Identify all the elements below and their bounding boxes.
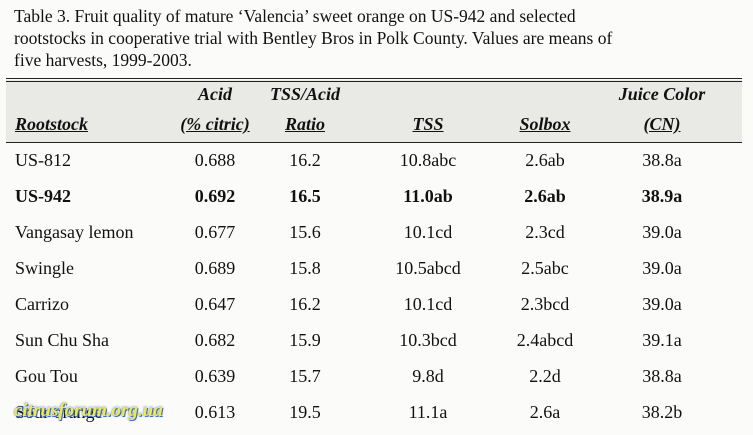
- table-cell: 16.2: [289, 150, 321, 170]
- column-header: Rootstock: [15, 114, 89, 134]
- table-cell: 2.6ab: [524, 186, 566, 206]
- table-cell: 0.639: [194, 366, 236, 386]
- table-cell: 38.8a: [642, 150, 682, 170]
- table-cell: 0.692: [194, 186, 236, 206]
- table-cell: 0.688: [194, 150, 236, 170]
- caption-line: rootstocks in cooperative trial with Ben…: [14, 28, 613, 48]
- table-cell: 2.6ab: [525, 150, 565, 170]
- table-cell: Sun Chu Sha: [15, 330, 110, 350]
- table-cell: Sour orange: [15, 402, 103, 422]
- table-cell: 10.5abcd: [395, 258, 461, 278]
- table-cell: 0.682: [194, 330, 236, 350]
- caption-line: five harvests, 1999-2003.: [14, 50, 192, 70]
- table-cell: 10.1cd: [403, 294, 453, 314]
- table-cell: 0.677: [194, 222, 236, 242]
- table-cell: 15.7: [289, 366, 321, 386]
- header-rule: [6, 142, 742, 143]
- table-cell: 38.8a: [642, 366, 682, 386]
- table-cell: 2.6a: [529, 402, 561, 422]
- top-rule: [6, 78, 742, 79]
- table-cell: 16.5: [289, 186, 321, 206]
- column-header: Ratio: [284, 114, 325, 134]
- table-cell: Swingle: [15, 258, 75, 278]
- table-cell: Carrizo: [15, 294, 69, 314]
- table-cell: 11.0ab: [403, 186, 453, 206]
- column-header: Solbox: [519, 114, 571, 134]
- table-cell: Gou Tou: [15, 366, 78, 386]
- table-cell: 10.1cd: [403, 222, 453, 242]
- header-band: [6, 80, 742, 142]
- table-cell: 2.4abcd: [516, 330, 574, 350]
- table-cell: 0.613: [194, 402, 236, 422]
- column-header: (CN): [643, 114, 681, 134]
- column-header: Juice Color: [618, 84, 706, 104]
- top-rule: [6, 81, 742, 82]
- table-cell: 15.9: [289, 330, 321, 350]
- table-cell: 39.0a: [642, 258, 682, 278]
- table-cell: 0.689: [194, 258, 236, 278]
- table-cell: 11.1a: [408, 402, 448, 422]
- table-cell: 2.5abc: [521, 258, 569, 278]
- table-cell: 2.3cd: [525, 222, 565, 242]
- table-cell: US-942: [15, 186, 72, 206]
- table-cell: 9.8d: [412, 366, 444, 386]
- column-header: (% citric): [180, 114, 250, 134]
- table-cell: 15.6: [289, 222, 321, 242]
- table-cell: 0.647: [194, 294, 236, 314]
- table-cell: 39.0a: [642, 294, 682, 314]
- table-cell: 38.9a: [641, 186, 683, 206]
- table-cell: 15.8: [289, 258, 321, 278]
- column-header: TSS/Acid: [269, 84, 340, 104]
- table-cell: 39.0a: [642, 222, 682, 242]
- table-cell: 38.2b: [641, 402, 683, 422]
- table-cell: 19.5: [289, 402, 321, 422]
- table-cell: 2.3bcd: [520, 294, 570, 314]
- table-cell: US-812: [15, 150, 72, 170]
- table-cell: 16.2: [289, 294, 321, 314]
- caption-line: Table 3. Fruit quality of mature ‘Valenc…: [14, 6, 576, 26]
- table-cell: 39.1a: [642, 330, 682, 350]
- column-header: TSS: [412, 114, 444, 134]
- watermark: citrusforum.org.ua: [14, 400, 163, 421]
- table-cell: Vangasay lemon: [15, 222, 134, 242]
- table-cell: 10.3bcd: [399, 330, 457, 350]
- table-cell: 10.8abc: [399, 150, 457, 170]
- column-header: Acid: [198, 84, 232, 104]
- table-cell: 2.2d: [529, 366, 561, 386]
